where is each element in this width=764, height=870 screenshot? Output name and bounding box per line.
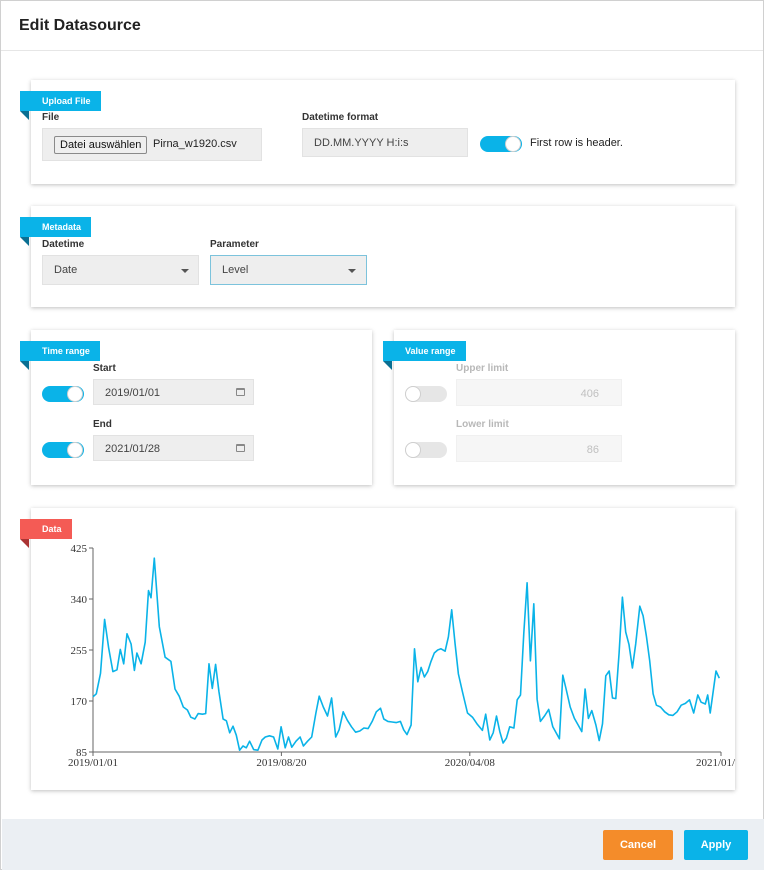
datetime-format-value: DD.MM.YYYY H:i:s	[314, 137, 409, 149]
end-toggle[interactable]	[42, 442, 84, 458]
y-tick-label: 170	[71, 696, 88, 708]
cancel-button[interactable]: Cancel	[603, 830, 673, 860]
datetime-column-select[interactable]: Date	[42, 255, 199, 285]
upper-limit-value: 406	[580, 388, 599, 400]
time-range-card: Time range Start 2019/01/01 End 2021/01/…	[20, 330, 372, 485]
upper-limit-toggle[interactable]	[405, 386, 447, 402]
calendar-icon[interactable]	[236, 444, 245, 452]
datetime-column-value: Date	[54, 264, 78, 276]
file-input[interactable]: Datei auswählen Pirna_w1920.csv	[42, 128, 262, 161]
dialog-header: Edit Datasource	[1, 1, 763, 51]
x-tick-label: 2020/04/08	[445, 757, 496, 769]
lower-limit-toggle[interactable]	[405, 442, 447, 458]
file-name: Pirna_w1920.csv	[153, 138, 237, 150]
start-date-value: 2019/01/01	[105, 387, 161, 399]
toggle-knob	[405, 442, 421, 458]
first-row-header-label: First row is header.	[530, 137, 623, 149]
start-toggle[interactable]	[42, 386, 84, 402]
apply-button[interactable]: Apply	[684, 830, 748, 860]
dialog-footer: Cancel Apply	[2, 819, 764, 870]
time-range-section-title: Time range	[20, 341, 100, 370]
x-tick-label: 2021/01/28	[696, 757, 735, 769]
metadata-section-title: Metadata	[20, 217, 92, 246]
dialog-title: Edit Datasource	[19, 17, 141, 34]
data-section-title: Data	[20, 519, 72, 548]
upper-limit-label: Upper limit	[456, 363, 509, 374]
end-date-input[interactable]: 2021/01/28	[93, 435, 254, 461]
level-series-line	[92, 557, 721, 751]
upload-file-card: Upload File File Datei auswählen Pirna_w…	[20, 80, 735, 184]
y-tick-label: 85	[76, 747, 88, 759]
start-date-input[interactable]: 2019/01/01	[93, 379, 254, 405]
chevron-down-icon	[348, 269, 356, 273]
choose-file-button[interactable]: Datei auswählen	[54, 136, 148, 154]
upper-limit-input[interactable]: 406	[456, 379, 622, 406]
x-tick-label: 2019/08/20	[256, 757, 307, 769]
end-date-value: 2021/01/28	[105, 443, 161, 455]
data-card: Data 425 340 255 170 85 2019/01/01 2019/08/20 2…	[20, 508, 735, 790]
calendar-icon[interactable]	[236, 388, 245, 396]
lower-limit-label: Lower limit	[456, 419, 509, 430]
datetime-format-input[interactable]: DD.MM.YYYY H:i:s	[302, 128, 468, 157]
first-row-header-toggle[interactable]	[480, 136, 522, 152]
chevron-down-icon	[181, 269, 189, 273]
value-range-card: Value range Upper limit 406 Lower limit …	[383, 330, 735, 485]
metadata-card: Metadata Datetime Date Parameter Level	[20, 206, 735, 307]
parameter-value: Level	[222, 264, 249, 276]
y-tick-label: 425	[71, 543, 88, 555]
datetime-format-label: Datetime format	[302, 112, 379, 123]
start-label: Start	[93, 363, 116, 374]
datetime-column-label: Datetime	[42, 239, 85, 250]
toggle-knob	[405, 386, 421, 402]
lower-limit-value: 86	[586, 444, 599, 456]
end-label: End	[93, 419, 112, 430]
parameter-select[interactable]: Level	[210, 255, 367, 285]
y-tick-label: 255	[71, 645, 88, 657]
toggle-knob	[67, 386, 83, 402]
upload-file-section-title: Upload File	[20, 91, 101, 120]
parameter-label: Parameter	[210, 239, 259, 250]
toggle-knob	[67, 442, 83, 458]
lower-limit-input[interactable]: 86	[456, 435, 622, 462]
file-label: File	[42, 112, 60, 123]
value-range-section-title: Value range	[383, 341, 466, 370]
y-tick-label: 340	[71, 594, 88, 606]
toggle-knob	[505, 136, 521, 152]
x-tick-label: 2019/01/01	[68, 757, 118, 769]
